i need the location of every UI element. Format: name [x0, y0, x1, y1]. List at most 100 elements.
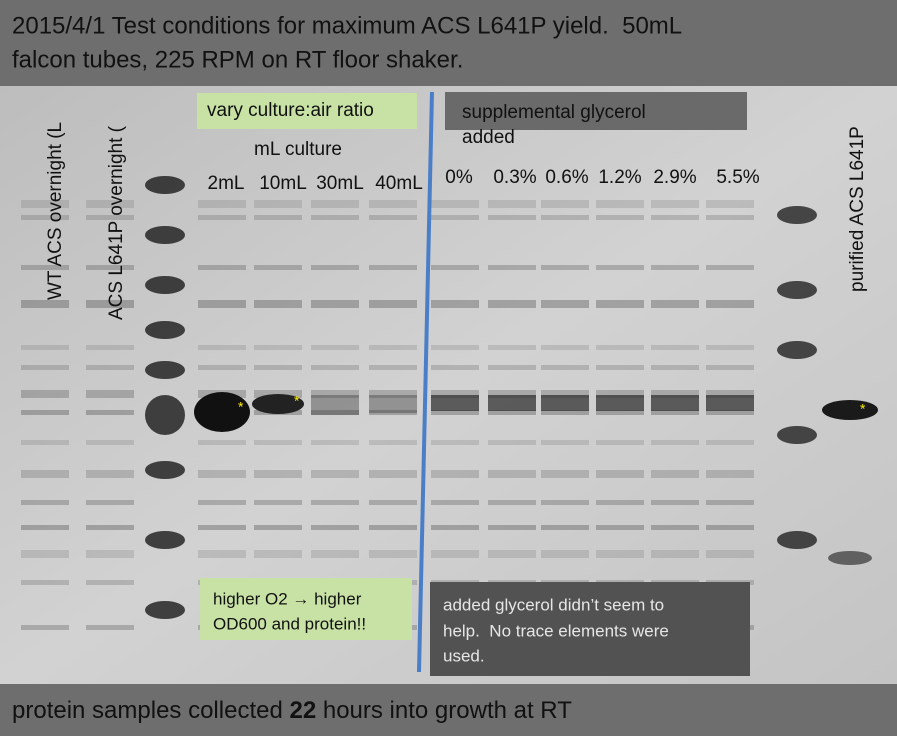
band	[369, 200, 417, 208]
band	[311, 215, 359, 220]
band	[706, 550, 754, 558]
band	[198, 525, 246, 530]
band	[21, 265, 69, 270]
lane-label: 2mL	[208, 173, 245, 194]
band	[254, 200, 302, 208]
divider	[417, 91, 434, 673]
band	[488, 410, 536, 415]
ladder-band	[777, 281, 817, 299]
band	[198, 365, 246, 370]
band	[651, 265, 699, 270]
band	[369, 440, 417, 445]
lane-label: purified ACS L641P	[847, 126, 868, 292]
ladder-band	[145, 226, 185, 244]
band	[431, 200, 479, 208]
culture-title: vary culture:air ratio	[207, 100, 374, 121]
header-line: 2015/4/1 Test conditions for maximum ACS…	[12, 12, 682, 39]
band	[86, 365, 134, 370]
band	[86, 265, 134, 270]
lane-label: WT ACS overnight (L	[45, 122, 66, 300]
band	[596, 300, 644, 308]
band	[651, 440, 699, 445]
band	[651, 345, 699, 350]
band	[369, 500, 417, 505]
band	[706, 500, 754, 505]
band	[21, 345, 69, 350]
ladder-band	[145, 276, 185, 294]
ladder-band	[777, 531, 817, 549]
band	[198, 200, 246, 208]
ladder-band	[145, 361, 185, 379]
band	[21, 550, 69, 558]
gel-bands	[21, 176, 878, 630]
band	[86, 470, 134, 478]
band	[596, 390, 644, 398]
band	[431, 470, 479, 478]
band	[431, 410, 479, 415]
note: used.	[443, 646, 485, 665]
band	[596, 215, 644, 220]
band	[311, 410, 359, 415]
band	[651, 470, 699, 478]
band	[596, 200, 644, 208]
band	[488, 265, 536, 270]
band	[822, 400, 878, 420]
band	[706, 300, 754, 308]
band	[431, 525, 479, 530]
note: OD600 and protein!!	[213, 614, 366, 633]
band	[541, 390, 589, 398]
band	[596, 550, 644, 558]
band	[311, 440, 359, 445]
ladder-band	[777, 341, 817, 359]
band	[431, 215, 479, 220]
band	[21, 440, 69, 445]
band	[369, 345, 417, 350]
band	[541, 410, 589, 415]
band	[254, 215, 302, 220]
ladder-band	[145, 176, 185, 194]
note-box	[430, 582, 750, 676]
band	[21, 390, 69, 398]
band	[254, 525, 302, 530]
band	[311, 200, 359, 208]
band	[651, 525, 699, 530]
footer-part: hours into growth at RT	[316, 697, 572, 724]
band	[86, 390, 134, 398]
band	[706, 470, 754, 478]
band	[21, 580, 69, 585]
band	[706, 395, 754, 411]
band	[706, 410, 754, 415]
culture-subtitle: mL culture	[254, 139, 342, 160]
band	[311, 470, 359, 478]
band	[541, 525, 589, 530]
band	[21, 215, 69, 220]
band	[706, 265, 754, 270]
lane-label: 0.3%	[493, 167, 536, 188]
band	[311, 395, 359, 415]
band	[86, 200, 134, 208]
band	[651, 500, 699, 505]
band	[86, 525, 134, 530]
band	[86, 440, 134, 445]
band	[596, 395, 644, 411]
glycerol-title-box	[445, 92, 747, 130]
band	[488, 200, 536, 208]
ladder-band	[145, 461, 185, 479]
band	[21, 625, 69, 630]
band	[651, 200, 699, 208]
band	[194, 392, 250, 432]
lane-label: 40mL	[375, 173, 423, 194]
band	[254, 470, 302, 478]
band	[431, 440, 479, 445]
band	[369, 265, 417, 270]
band	[86, 580, 134, 585]
band	[252, 394, 304, 414]
band	[596, 500, 644, 505]
culture-labels: 2mL 10mL 30mL 40mL	[208, 173, 423, 194]
band	[596, 365, 644, 370]
band	[21, 300, 69, 308]
ladder-band	[145, 321, 185, 339]
band	[369, 365, 417, 370]
glycerol-labels: 0% 0.3% 0.6% 1.2% 2.9% 5.5%	[445, 167, 759, 188]
band	[541, 440, 589, 445]
